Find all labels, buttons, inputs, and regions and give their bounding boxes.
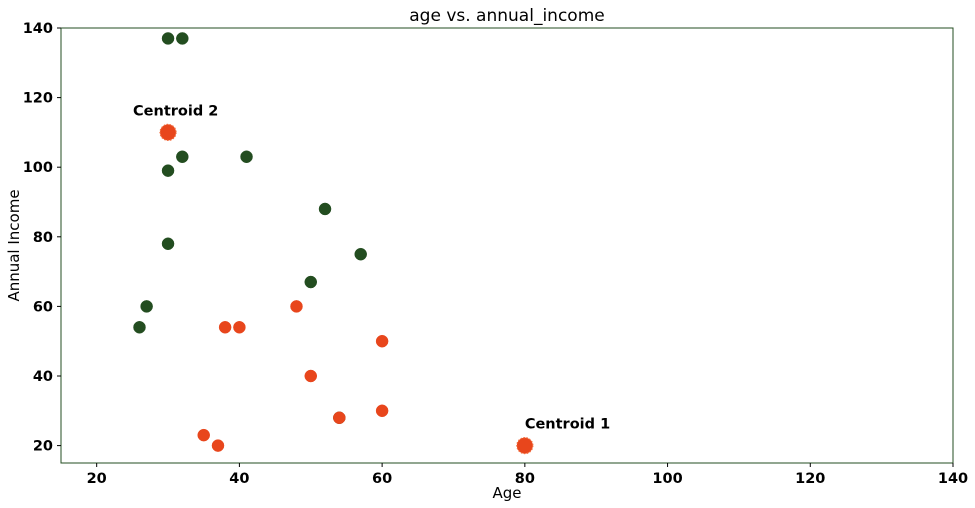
centroid-label: Centroid 1 bbox=[525, 417, 610, 433]
y-tick-label: 80 bbox=[33, 230, 53, 246]
data-point bbox=[176, 150, 189, 164]
centroid-layer: Centroid 1 Centroid 2 bbox=[133, 103, 610, 455]
plot-frame bbox=[60, 27, 954, 464]
data-point bbox=[218, 321, 232, 334]
x-tick-label: 120 bbox=[795, 471, 825, 487]
y-tick-label: 40 bbox=[33, 369, 53, 385]
data-point bbox=[333, 411, 346, 425]
centroid-marker bbox=[516, 437, 534, 455]
y-axis-ticks: 20 40 60 80 100 120 140 bbox=[23, 21, 61, 455]
centroid-marker bbox=[159, 123, 177, 141]
x-axis-ticks: 20 40 60 80 100 120 140 bbox=[87, 463, 968, 487]
data-point bbox=[290, 300, 303, 313]
data-point bbox=[197, 428, 210, 442]
data-point bbox=[375, 334, 389, 348]
x-tick-label: 60 bbox=[372, 471, 392, 487]
centroid-label: Centroid 2 bbox=[133, 103, 218, 119]
data-point bbox=[161, 164, 175, 177]
x-tick-label: 140 bbox=[938, 471, 968, 487]
data-point bbox=[354, 247, 367, 261]
data-point bbox=[375, 404, 389, 418]
data-point bbox=[318, 202, 332, 216]
y-axis-label: Annual Income bbox=[5, 189, 23, 301]
x-tick-label: 100 bbox=[652, 471, 682, 487]
chart-title: age vs. annual_income bbox=[409, 6, 604, 26]
y-tick-label: 140 bbox=[23, 21, 53, 37]
x-tick-label: 20 bbox=[87, 471, 107, 487]
data-point bbox=[304, 275, 318, 289]
y-tick-label: 100 bbox=[23, 160, 53, 176]
data-point bbox=[211, 439, 225, 452]
y-tick-label: 20 bbox=[33, 439, 53, 455]
data-point bbox=[161, 237, 175, 251]
x-tick-label: 80 bbox=[515, 471, 535, 487]
data-point bbox=[133, 321, 146, 334]
x-tick-label: 40 bbox=[229, 471, 249, 487]
data-point bbox=[240, 150, 253, 164]
data-point bbox=[161, 32, 175, 45]
y-tick-label: 120 bbox=[23, 91, 53, 107]
data-point bbox=[233, 321, 246, 334]
x-axis-label: Age bbox=[492, 484, 521, 502]
data-point bbox=[304, 369, 318, 383]
y-tick-label: 60 bbox=[33, 299, 53, 315]
points-layer bbox=[133, 32, 389, 452]
data-point bbox=[176, 32, 189, 45]
data-point bbox=[140, 300, 153, 313]
